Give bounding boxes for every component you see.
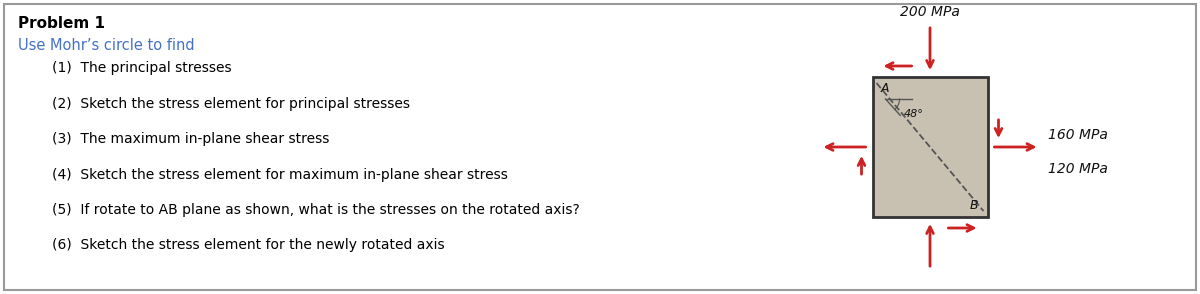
Text: 48°: 48° bbox=[904, 109, 923, 119]
Text: A: A bbox=[881, 82, 889, 95]
Text: B: B bbox=[970, 199, 978, 212]
Text: Problem 1: Problem 1 bbox=[18, 16, 106, 31]
Text: (3)  The maximum in-plane shear stress: (3) The maximum in-plane shear stress bbox=[52, 132, 329, 146]
Text: 200 MPa: 200 MPa bbox=[900, 5, 960, 19]
Text: 160 MPa: 160 MPa bbox=[1048, 128, 1108, 142]
Text: (2)  Sketch the stress element for principal stresses: (2) Sketch the stress element for princi… bbox=[52, 96, 410, 111]
Text: 120 MPa: 120 MPa bbox=[1048, 162, 1108, 176]
Bar bbox=[872, 77, 988, 217]
Text: (4)  Sketch the stress element for maximum in-plane shear stress: (4) Sketch the stress element for maximu… bbox=[52, 168, 508, 181]
Text: Use Mohr’s circle to find: Use Mohr’s circle to find bbox=[18, 38, 194, 53]
Text: (6)  Sketch the stress element for the newly rotated axis: (6) Sketch the stress element for the ne… bbox=[52, 238, 445, 253]
Text: (5)  If rotate to AB plane as shown, what is the stresses on the rotated axis?: (5) If rotate to AB plane as shown, what… bbox=[52, 203, 580, 217]
Text: (1)  The principal stresses: (1) The principal stresses bbox=[52, 61, 232, 75]
